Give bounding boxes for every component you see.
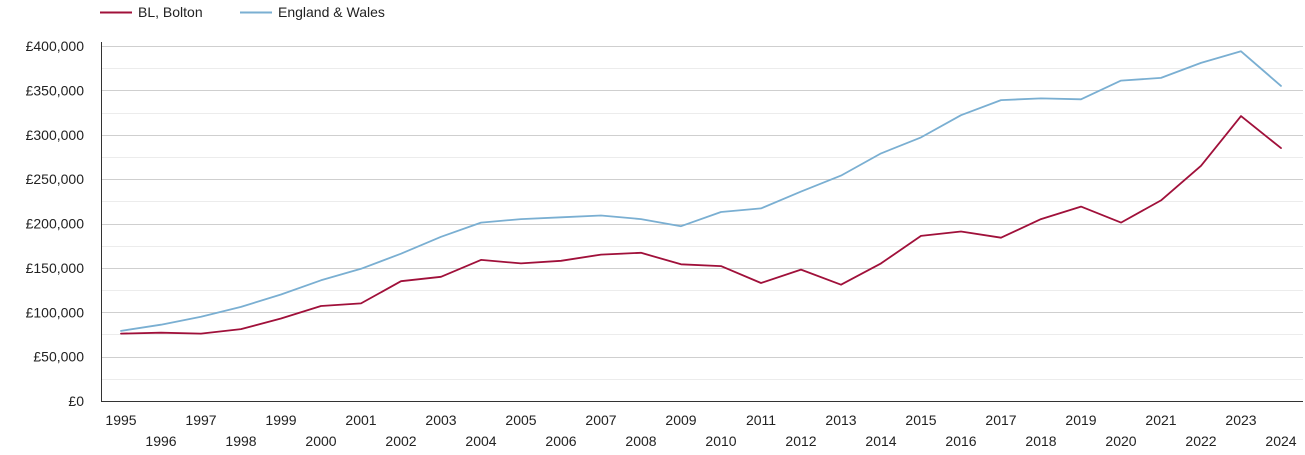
x-tick-label: 2023 bbox=[1225, 412, 1256, 428]
x-tick-label: 2012 bbox=[785, 433, 816, 449]
y-tick-label: £200,000 bbox=[26, 216, 85, 232]
grid-layer bbox=[101, 46, 1303, 380]
x-tick-label: 2004 bbox=[465, 433, 496, 449]
x-tick-label: 2016 bbox=[945, 433, 976, 449]
series-line-england-wales[interactable] bbox=[120, 50, 1282, 332]
legend-label: England & Wales bbox=[278, 4, 385, 20]
legend[interactable]: BL, Bolton England & Wales bbox=[100, 4, 385, 20]
axis-layer: £0 £50,000 £100,000 £150,000 £200,000 £250,00… bbox=[26, 38, 1303, 449]
legend-item-bl-bolton[interactable]: BL, Bolton bbox=[100, 4, 203, 20]
x-tick-label: 2010 bbox=[705, 433, 736, 449]
x-tick-label: 2021 bbox=[1145, 412, 1176, 428]
y-tick-label: £400,000 bbox=[26, 38, 85, 54]
y-tick-label: £350,000 bbox=[26, 82, 85, 98]
x-tick-label: 2024 bbox=[1265, 433, 1296, 449]
series-line-bl-bolton[interactable] bbox=[120, 115, 1282, 335]
y-tick-label: £250,000 bbox=[26, 171, 85, 187]
legend-item-england-wales[interactable]: England & Wales bbox=[240, 4, 385, 20]
x-tick-label: 2011 bbox=[746, 412, 776, 428]
legend-label: BL, Bolton bbox=[138, 4, 203, 20]
x-tick-label: 2014 bbox=[865, 433, 896, 449]
y-tick-label: £100,000 bbox=[26, 304, 85, 320]
x-tick-label: 2020 bbox=[1105, 433, 1136, 449]
x-tick-label: 2018 bbox=[1025, 433, 1056, 449]
x-tick-label: 2001 bbox=[345, 412, 376, 428]
x-tick-label: 2009 bbox=[665, 412, 696, 428]
x-tick-label: 1997 bbox=[185, 412, 216, 428]
x-tick-label: 2003 bbox=[425, 412, 456, 428]
y-tick-label: £150,000 bbox=[26, 260, 85, 276]
x-tick-label: 2000 bbox=[305, 433, 336, 449]
x-tick-label: 2006 bbox=[545, 433, 576, 449]
y-tick-label: £50,000 bbox=[33, 349, 84, 365]
y-tick-label: £300,000 bbox=[26, 127, 85, 143]
x-tick-label: 2017 bbox=[985, 412, 1016, 428]
x-tick-label: 2015 bbox=[905, 412, 936, 428]
x-tick-label: 2019 bbox=[1065, 412, 1096, 428]
x-tick-label: 2005 bbox=[505, 412, 536, 428]
x-tick-label: 2022 bbox=[1185, 433, 1216, 449]
x-tick-label: 2002 bbox=[385, 433, 416, 449]
x-tick-label: 1996 bbox=[145, 433, 176, 449]
x-tick-label: 1998 bbox=[225, 433, 256, 449]
x-tick-label: 2007 bbox=[585, 412, 616, 428]
x-tick-label: 1999 bbox=[265, 412, 296, 428]
x-tick-label: 1995 bbox=[105, 412, 136, 428]
series-layer bbox=[120, 50, 1282, 335]
x-tick-label: 2008 bbox=[625, 433, 656, 449]
y-tick-label: £0 bbox=[68, 393, 84, 409]
x-tick-label: 2013 bbox=[825, 412, 856, 428]
